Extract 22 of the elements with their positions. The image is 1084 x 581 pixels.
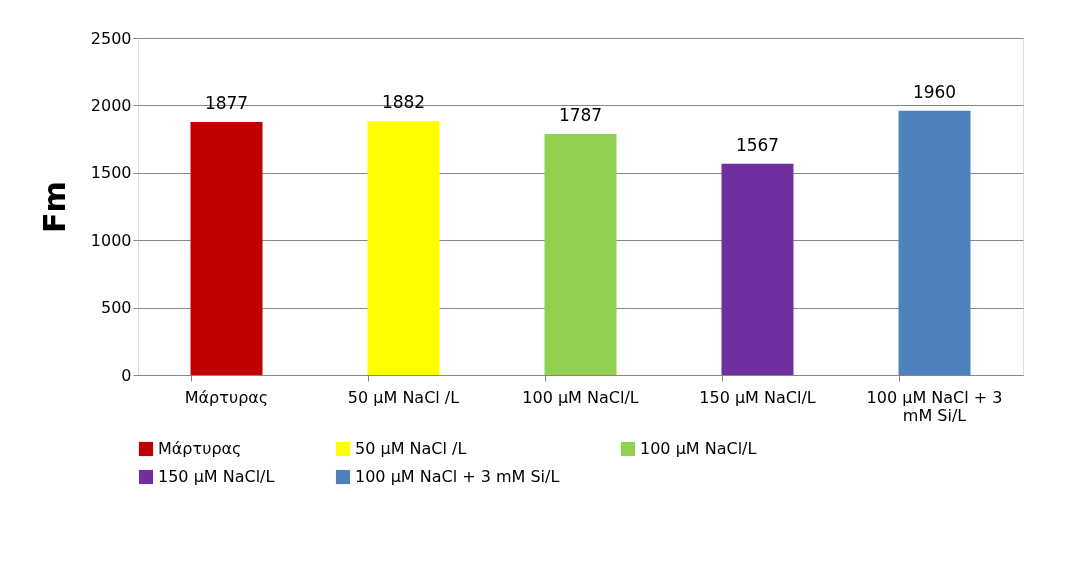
y-axis-title: Fm [36,181,72,233]
data-label: 1877 [204,92,249,113]
data-label: 1567 [735,134,780,155]
y-tick-label: 2000 [90,95,132,115]
y-tick-label: 1500 [90,163,132,183]
y-tick-label: 500 [100,298,132,318]
y-tick-label: 0 [121,365,132,385]
x-tick-label: 100 μM NaCl + 3 mM Si/L [866,387,1003,425]
x-tick-label: 100 μM NaCl/L [522,387,639,407]
legend-label: 100 μM NaCl/L [640,439,757,458]
legend-label: 150 μM NaCl/L [158,467,275,486]
y-tick-label: 2500 [90,28,132,48]
data-label: 1787 [558,105,603,126]
x-tick-label: Μάρτυρας [184,387,269,407]
x-tick-label: 50 μM NaCl /L [347,387,460,407]
legend-label: 100 μM NaCl + 3 mM Si/L [355,467,560,486]
legend-label: Μάρτυρας [158,439,242,458]
x-tick-label: 150 μM NaCl/L [699,387,816,407]
data-label: 1960 [912,81,957,102]
legend-label: 50 μM NaCl /L [355,439,467,458]
y-tick-label: 1000 [90,230,132,250]
data-label: 1882 [381,92,426,113]
